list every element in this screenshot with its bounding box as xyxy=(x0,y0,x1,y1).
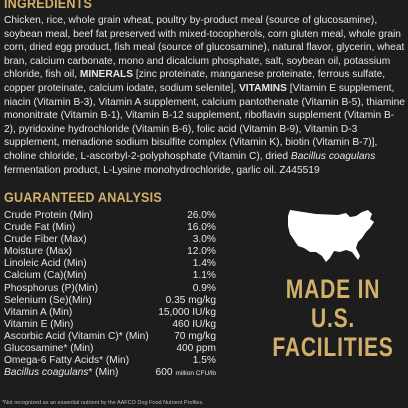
nutrient-name: Vitamin E (Min) xyxy=(4,318,74,330)
nutrient-name: Ascorbic Acid (Vitamin C)* (Min) xyxy=(4,330,149,342)
nutrient-value: 12.0% xyxy=(187,246,216,258)
nutrient-value: 3.0% xyxy=(192,234,216,246)
nutrient-name: Crude Fiber (Max) xyxy=(4,234,87,246)
analysis-row: Bacillus coagulans* (Min) 600 million CFU/… xyxy=(4,367,216,379)
analysis-row: Crude Fiber (Max) 3.0% xyxy=(4,234,216,246)
footnote: *Not recognized as an essential nutrient… xyxy=(2,400,204,406)
nutrient-value: 26.0% xyxy=(187,210,216,221)
analysis-row: Calcium (Ca)(Min) 1.1% xyxy=(4,270,216,282)
nutrient-name: Crude Protein (Min) xyxy=(4,210,93,221)
nutrient-name: Omega-6 Fatty Acids* (Min) xyxy=(4,355,130,367)
analysis-heading: GUARANTEED ANALYSIS xyxy=(4,189,162,205)
nutrient-name: Glucosamine* (Min) xyxy=(4,343,94,355)
bold-text: VITAMINS xyxy=(239,82,287,94)
analysis-row: Omega-6 Fatty Acids* (Min) 1.5% xyxy=(4,355,216,367)
nutrient-value: 1.1% xyxy=(192,270,216,282)
nutrient-name: Calcium (Ca)(Min) xyxy=(4,270,87,282)
bold-text: MINERALS xyxy=(79,69,134,81)
badge-line: FACILITIES xyxy=(272,332,394,362)
text: Chicken, rice, whole grain wheat, poultr… xyxy=(4,15,405,81)
nutrient-name: Bacillus coagulans* (Min) xyxy=(4,367,118,379)
nutrient-name: Linoleic Acid (Min) xyxy=(4,258,87,270)
analysis-row: Phosphorus (P)(Min) 0.9% xyxy=(4,283,216,295)
analysis-row: Moisture (Max) 12.0% xyxy=(4,246,216,258)
nutrient-value: 16.0% xyxy=(187,222,216,234)
nutrient-value: 460 IU/kg xyxy=(172,318,216,330)
nutrient-name: Selenium (Se)(Min) xyxy=(4,294,92,306)
nutrient-name: Vitamin A (Min) xyxy=(4,306,73,318)
text: [Vitamin E supplement, niacin (Vitamin B… xyxy=(4,82,405,162)
nutrient-value: 15,000 IU/kg xyxy=(158,306,216,318)
text: [zinc proteinate, manganese proteinate, … xyxy=(4,69,386,94)
italic-text: Bacillus coagulans xyxy=(290,150,376,162)
ingredients-text: Chicken, rice, whole grain wheat, poultr… xyxy=(4,14,406,177)
analysis-row: Crude Fat (Min) 16.0% xyxy=(4,222,216,234)
nutrient-value: 1.4% xyxy=(192,258,216,270)
nutrient-value: 400 ppm xyxy=(176,343,216,355)
ingredients-heading: INGREDIENTS xyxy=(4,0,93,11)
usa-map xyxy=(288,210,374,262)
analysis-row: Ascorbic Acid (Vitamin C)* (Min) 70 mg/kg xyxy=(4,331,216,343)
analysis-row: Selenium (Se)(Min) 0.35 mg/kg xyxy=(4,295,216,307)
text: 600 xyxy=(155,367,173,379)
italic-text: Bacillus coagulans xyxy=(4,367,89,379)
nutrient-name: Moisture (Max) xyxy=(4,246,72,258)
nutrient-value: 0.9% xyxy=(192,282,216,294)
analysis-row: Linoleic Acid (Min) 1.4% xyxy=(4,258,216,270)
badge-line: U.S. xyxy=(310,303,356,333)
text: fermentation product, L-Lysine monohydro… xyxy=(4,164,320,176)
unit: million CFU/lb xyxy=(175,370,216,378)
nutrient-name: Crude Fat (Min) xyxy=(4,222,76,234)
nutrient-value: 600 million CFU/lb xyxy=(156,367,216,379)
analysis-row: Vitamin E (Min) 460 IU/kg xyxy=(4,319,216,331)
analysis-row: Glucosamine* (Min) 400 ppm xyxy=(4,343,216,355)
analysis-row: Vitamin A (Min) 15,000 IU/kg xyxy=(4,307,216,319)
nutrient-name: Phosphorus (P)(Min) xyxy=(4,282,98,294)
analysis-table: Crude Protein (Min) 26.0% Crude Fat (Min) 1… xyxy=(4,210,216,379)
badge-line: MADE IN xyxy=(285,274,381,304)
nutrient-value: 0.35 mg/kg xyxy=(165,294,216,306)
nutrient-value: 70 mg/kg xyxy=(174,330,216,342)
analysis-row: Crude Protein (Min) 26.0% xyxy=(4,210,216,222)
text: * (Min) xyxy=(88,367,119,379)
nutrient-value: 1.5% xyxy=(192,355,216,367)
